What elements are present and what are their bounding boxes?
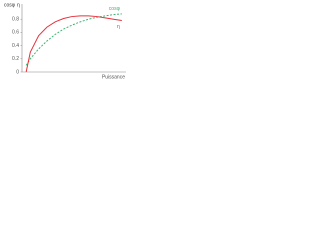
- y-tick-label: 0.8: [12, 17, 19, 23]
- y-tick-label: 0.4: [12, 43, 19, 49]
- series-line: [25, 15, 122, 73]
- y-tick-label: 0: [16, 69, 19, 75]
- y-label: cosφ: [4, 2, 16, 8]
- series-label: η: [117, 24, 120, 30]
- x-label: Puissance: [102, 74, 125, 80]
- y-tick-label: 0.6: [12, 30, 19, 36]
- y-label: η: [17, 2, 20, 8]
- series-label: cosφ: [109, 6, 121, 12]
- series-line: [25, 13, 122, 66]
- page: {"chart_data": {"type": "line", "y_label…: [0, 0, 130, 81]
- y-tick-label: 0.2: [12, 56, 19, 62]
